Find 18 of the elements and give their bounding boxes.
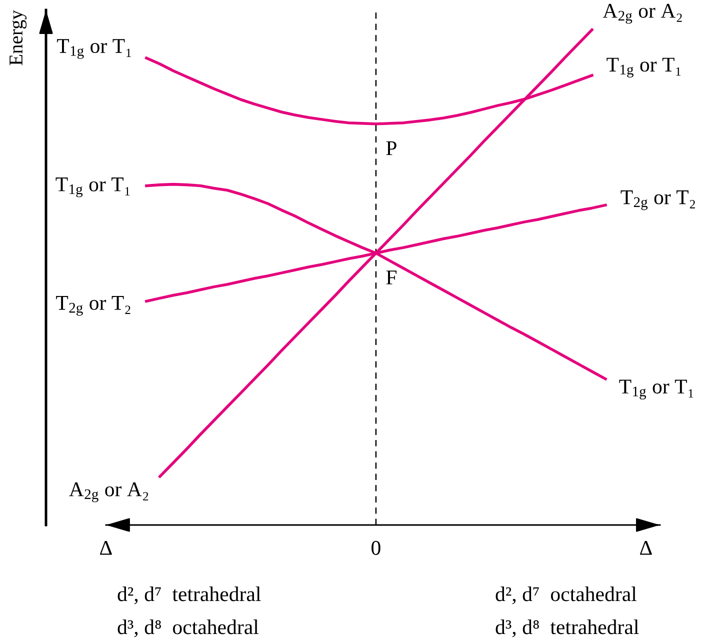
text: T$_{1g}$ or T₁ [57, 39, 131, 59]
x-tick-label: 0 [372, 540, 380, 555]
series-label: A$_{2g}$ or A₂ [602, 4, 682, 24]
series-label: T$_{1g}$ or T₁ [606, 58, 681, 78]
annotation: P [386, 141, 396, 156]
x-tick-label: Δ [100, 540, 112, 555]
text: d³, d⁸ octahedral [118, 620, 259, 638]
annotation: F [386, 270, 397, 284]
text: d², d⁷ tetrahedral [118, 586, 261, 604]
text: A$_{2g}$ or A₂ [69, 482, 148, 502]
text: d³, d⁸ tetrahedral [496, 620, 639, 638]
series-label: T$_{2g}$ or T₂ [620, 190, 695, 210]
y-axis-title: Energy [10, 10, 27, 66]
text: T$_{2g}$ or T₂ [56, 296, 130, 316]
series-label: T$_{1g}$ or T₁ [619, 380, 694, 400]
text: T$_{1g}$ or T₁ [56, 178, 130, 198]
text: d², d⁷ octahedral [496, 586, 637, 604]
x-tick-label: Δ [640, 540, 652, 555]
